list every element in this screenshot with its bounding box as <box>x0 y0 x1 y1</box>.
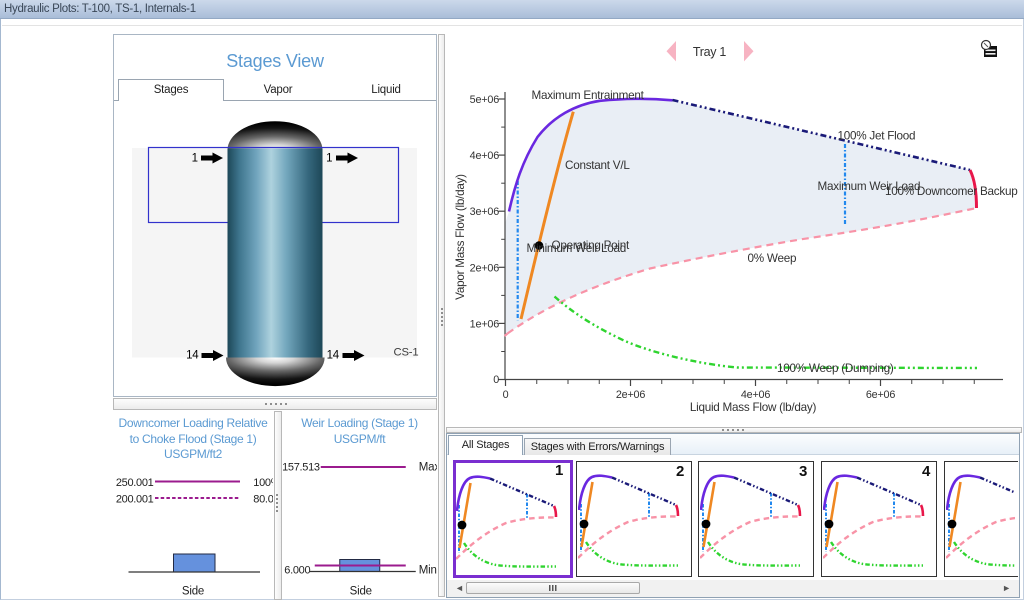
svg-text:Minimum Weir Load: Minimum Weir Load <box>527 242 626 255</box>
svg-text:200.001: 200.001 <box>116 494 154 506</box>
svg-text:1e+06: 1e+06 <box>470 318 500 330</box>
svg-text:100%: 100% <box>253 477 273 489</box>
svg-text:1: 1 <box>326 153 332 165</box>
svg-text:4e+06: 4e+06 <box>470 150 500 162</box>
svg-text:2e+06: 2e+06 <box>616 389 646 401</box>
svg-text:Min: Min <box>418 565 436 577</box>
svg-text:4e+06: 4e+06 <box>741 389 771 401</box>
svg-text:5e+06: 5e+06 <box>470 94 500 106</box>
svg-text:CS-1: CS-1 <box>394 347 419 359</box>
svg-text:Tray 1: Tray 1 <box>693 45 727 59</box>
svg-text:80.0%: 80.0% <box>253 494 273 506</box>
svg-text:250.001: 250.001 <box>116 477 154 489</box>
svg-text:Operating Point: Operating Point <box>552 239 630 252</box>
svg-text:2e+06: 2e+06 <box>470 262 500 274</box>
svg-text:Maximum Entrainment: Maximum Entrainment <box>532 89 645 102</box>
svg-text:Max: Max <box>418 462 437 474</box>
svg-text:100% Weep (Dumping): 100% Weep (Dumping) <box>777 362 894 375</box>
svg-text:100% Jet Flood: 100% Jet Flood <box>838 130 916 143</box>
svg-text:Constant V/L: Constant V/L <box>565 159 630 172</box>
svg-text:Side: Side <box>349 586 371 598</box>
svg-text:Vapor Mass Flow (lb/day): Vapor Mass Flow (lb/day) <box>454 174 467 300</box>
svg-text:Maximum Weir Load: Maximum Weir Load <box>818 180 921 193</box>
svg-text:6.000: 6.000 <box>284 565 310 577</box>
svg-text:100% Downcomer Backup: 100% Downcomer Backup <box>885 185 1018 198</box>
svg-text:1: 1 <box>192 153 198 165</box>
svg-text:0: 0 <box>493 374 499 386</box>
svg-text:14: 14 <box>186 350 199 362</box>
svg-text:Side: Side <box>182 586 204 598</box>
svg-text:0: 0 <box>503 389 509 401</box>
svg-text:0% Weep: 0% Weep <box>748 252 797 265</box>
svg-text:Liquid Mass Flow (lb/day): Liquid Mass Flow (lb/day) <box>690 401 817 414</box>
svg-text:14: 14 <box>327 350 340 362</box>
svg-text:3e+06: 3e+06 <box>470 206 500 218</box>
svg-text:6e+06: 6e+06 <box>866 389 896 401</box>
svg-text:157.513: 157.513 <box>282 462 320 474</box>
